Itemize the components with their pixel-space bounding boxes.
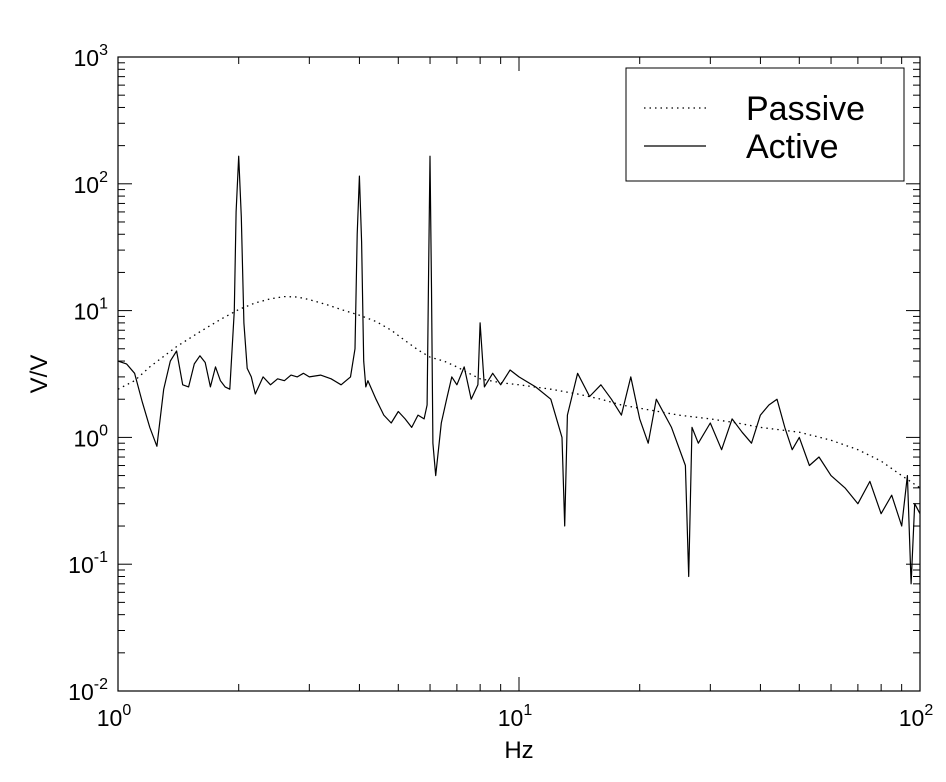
tick-labels: 100 101 102 10-2 10-1 100 101 102 103 bbox=[68, 42, 933, 731]
series-line-passive bbox=[117, 295, 921, 489]
legend-label-active: Active bbox=[746, 128, 839, 166]
axis-ticks bbox=[117, 56, 921, 692]
x-tick-label: 101 bbox=[498, 702, 533, 731]
y-tick-label: 10-2 bbox=[68, 676, 108, 705]
legend: Passive Active bbox=[625, 67, 905, 182]
y-tick-label: 103 bbox=[74, 42, 109, 71]
legend-box bbox=[625, 67, 905, 182]
x-tick-label: 102 bbox=[899, 702, 934, 731]
y-tick-label: 10-1 bbox=[68, 549, 108, 578]
x-tick-label: 100 bbox=[97, 702, 132, 731]
y-axis-label: V/V bbox=[26, 355, 53, 394]
legend-label-passive: Passive bbox=[746, 90, 865, 128]
x-axis-label: Hz bbox=[504, 737, 533, 764]
y-tick-label: 102 bbox=[74, 169, 109, 198]
series-layer bbox=[117, 155, 921, 585]
y-tick-label: 101 bbox=[74, 296, 109, 325]
y-tick-label: 100 bbox=[74, 422, 109, 451]
series-line-active bbox=[117, 155, 921, 585]
